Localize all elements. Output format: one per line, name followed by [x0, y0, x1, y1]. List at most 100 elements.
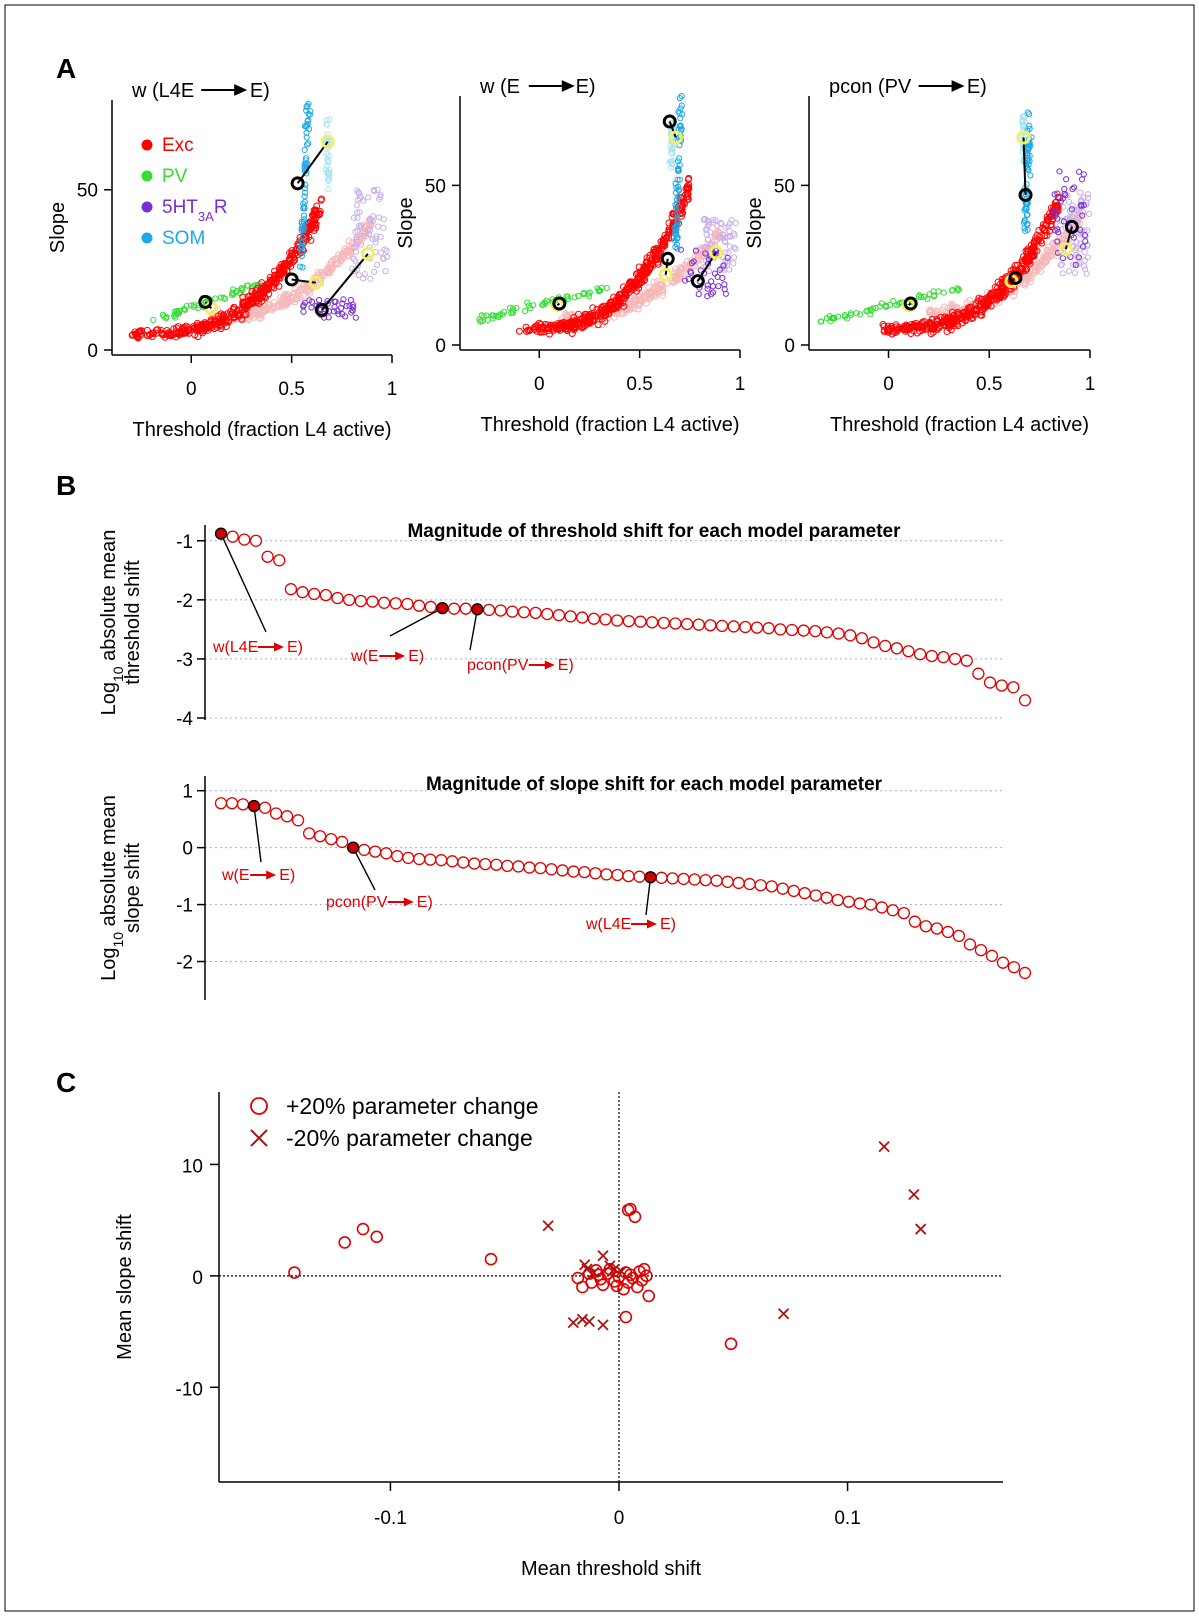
exc-point: [165, 328, 173, 336]
exc-point: [597, 306, 605, 314]
htr-point: [714, 273, 721, 281]
exc-point: [926, 318, 934, 326]
param-point: [963, 938, 977, 951]
pv-point: [239, 287, 246, 294]
htr-point: [724, 254, 731, 262]
shift-after-marker: [320, 134, 335, 149]
pv-point: [229, 289, 236, 297]
som-point: [676, 95, 684, 102]
shift-after-marker: [1058, 242, 1073, 257]
exc-after-point: [281, 290, 289, 298]
htr-point: [1079, 212, 1086, 219]
param-point: [1018, 966, 1032, 980]
param-point: [468, 857, 481, 870]
exc-point: [268, 283, 276, 291]
annotation-arrow-icon: [266, 870, 277, 880]
exc-point: [954, 322, 962, 330]
y-tick-label: -3: [176, 650, 193, 671]
htr-point: [1072, 261, 1079, 269]
pv-point: [935, 288, 942, 295]
som-point: [305, 140, 312, 147]
param-point: [798, 887, 811, 900]
exc-point: [136, 327, 144, 335]
htr-point: [687, 268, 694, 275]
param-point: [677, 872, 690, 886]
pv-point: [872, 304, 879, 312]
som-point: [306, 111, 313, 118]
param-point: [867, 636, 880, 649]
exc-point: [533, 322, 541, 330]
exc-point: [1044, 217, 1052, 225]
exc-point: [987, 302, 995, 310]
y-axis-label-line2: threshold shift: [122, 560, 144, 685]
title-arrow-icon: [561, 80, 575, 92]
htr-after-point: [1084, 194, 1092, 202]
param-point: [776, 882, 789, 895]
legend-marker: [141, 139, 153, 151]
chart-title-start: pcon (PV: [829, 76, 912, 98]
exc-point: [1035, 226, 1043, 234]
htr-after-point: [353, 202, 360, 209]
som-after-point: [323, 121, 330, 128]
param-point: [902, 645, 915, 658]
htr-after-point: [351, 244, 358, 251]
param-point: [925, 649, 938, 663]
htr-point: [721, 281, 728, 288]
exc-point: [969, 314, 977, 322]
pv-point: [564, 293, 571, 300]
exc-after-point: [658, 286, 666, 294]
htr-after-point: [357, 224, 364, 231]
y-tick-label: 0: [784, 336, 795, 357]
pv-point: [181, 306, 189, 313]
exc-after-point: [630, 304, 638, 312]
htr-after-point: [361, 271, 368, 278]
exc-after-point: [263, 305, 271, 313]
exc-point: [312, 214, 320, 222]
htr-after-point: [1080, 194, 1087, 201]
exc-point: [971, 310, 979, 318]
exc-point: [1023, 265, 1031, 273]
exc-point: [531, 323, 539, 331]
exc-after-point: [1042, 258, 1050, 266]
param-point: [343, 593, 356, 606]
annotation-label: w(E E): [350, 648, 424, 665]
param-point: [354, 594, 367, 608]
y-label-subscript: 10: [110, 932, 126, 948]
exc-after-point: [678, 270, 686, 278]
param-point: [699, 873, 712, 887]
highlighted-point: [644, 871, 657, 884]
chart-title: w (L4E E): [131, 80, 270, 102]
htr-point: [300, 308, 307, 315]
plus20-point: [338, 1236, 352, 1249]
pv-point: [483, 312, 490, 319]
param-point: [1007, 961, 1021, 974]
htr-after-point: [1065, 198, 1073, 206]
param-point: [832, 627, 845, 640]
exc-point: [240, 311, 248, 319]
x-tick-label: 0.5: [976, 374, 1002, 395]
som-point: [676, 161, 683, 169]
exc-point: [264, 284, 272, 292]
annotation-label-end: E): [558, 657, 574, 674]
param-point: [447, 602, 461, 615]
param-point: [743, 877, 756, 891]
param-point: [739, 620, 752, 634]
exc-point: [584, 311, 592, 319]
param-point: [424, 600, 437, 614]
som-after-point: [323, 150, 330, 157]
exc-point: [639, 267, 647, 275]
param-point: [236, 798, 250, 811]
annotation-arrow-icon: [395, 651, 406, 661]
panel-letter-a: A: [56, 53, 76, 84]
htr-after-point: [704, 236, 712, 243]
pv-point: [870, 305, 877, 312]
pv-point: [916, 292, 923, 299]
x-tick-label: 1: [1085, 374, 1096, 395]
annotation-label: pcon(PV E): [326, 894, 433, 911]
htr-point: [1071, 184, 1078, 191]
param-point: [238, 533, 251, 546]
plus20-point: [571, 1271, 585, 1285]
exc-after-point: [618, 310, 626, 318]
exc-after-point: [949, 304, 957, 312]
y-tick-label: -1: [176, 532, 193, 553]
